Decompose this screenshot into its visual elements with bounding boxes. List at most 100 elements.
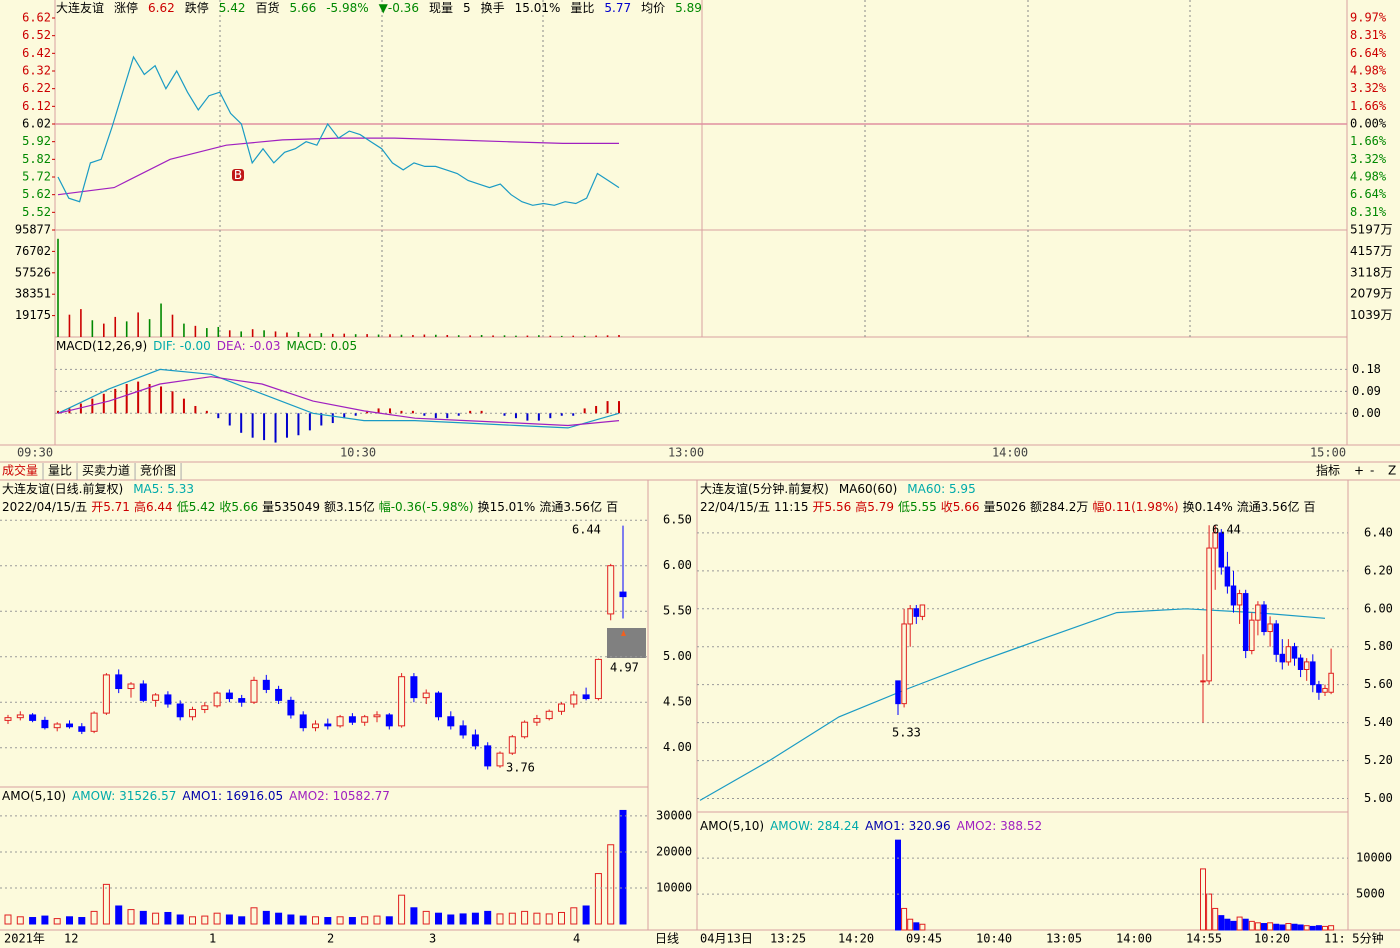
pct-tick-label: 4.98% <box>1350 64 1387 78</box>
volume-bar <box>422 910 430 925</box>
time-label: 10:30 <box>340 446 376 460</box>
tool[interactable]: - <box>1370 464 1374 478</box>
tab[interactable]: 成交量 <box>2 463 38 478</box>
header-item: 均价 <box>641 1 665 15</box>
x-label: 12 <box>64 932 78 946</box>
candle-body <box>250 679 258 703</box>
volume-bar <box>521 910 529 925</box>
header-item: 开5.71 <box>91 500 130 514</box>
header-item: 开5.56 <box>813 500 852 514</box>
candle-body <box>1316 684 1322 693</box>
candle-body <box>1322 687 1328 693</box>
candle-body <box>895 680 901 705</box>
header-item: 5.66 <box>290 1 317 15</box>
candle-body <box>312 723 319 729</box>
volume-bar <box>250 907 258 925</box>
volume-bar <box>907 918 914 931</box>
volume-bar <box>572 335 575 337</box>
period[interactable]: 日线 <box>655 932 679 946</box>
x-label: 14:55 <box>1186 932 1222 946</box>
price-tick-label: 6.32 <box>22 64 51 78</box>
candle-body <box>582 694 590 700</box>
volume-bar <box>228 330 231 337</box>
header-item: 量比 <box>570 1 594 15</box>
candle-body <box>385 714 393 727</box>
price-tick-label: 6.12 <box>22 99 51 113</box>
pct-tick-label: 6.64% <box>1350 46 1387 60</box>
volume-bar <box>148 319 151 337</box>
candle-body <box>115 674 123 690</box>
candle-body <box>919 604 926 617</box>
candle-body <box>619 591 627 598</box>
volume-bar <box>336 916 344 925</box>
volume-bar <box>78 917 86 925</box>
header-item: 换15.01% <box>478 500 536 514</box>
volume-bar <box>1206 893 1213 931</box>
candle-body <box>508 736 516 754</box>
volume-bar <box>91 320 94 337</box>
x-label: 14:20 <box>838 932 874 946</box>
header-line: MACD(12,26,9) DIF: -0.00 DEA: -0.03 MACD: 0… <box>56 339 357 353</box>
volume-bar <box>251 329 254 337</box>
header-line: 大连友谊 涨停 6.62 跌停 5.42 百货 5.66 -5.98% ▼-0.36 现量 5 换手 1… <box>56 0 702 15</box>
header-item: 22/04/15/五 <box>700 500 770 514</box>
tab[interactable]: 买卖力道 <box>82 464 130 478</box>
dea-line <box>57 376 620 427</box>
volume-bar <box>447 914 455 925</box>
header-item: AMO1: 320.96 <box>865 819 951 833</box>
volume-bar <box>114 316 117 337</box>
period[interactable]: 5分钟 <box>1352 931 1384 946</box>
volume-bar <box>68 314 71 337</box>
gap-box <box>607 628 646 658</box>
y-tick-label: 5.60 <box>1364 677 1393 691</box>
volume-bar <box>238 916 246 925</box>
volume-bar <box>400 334 403 337</box>
candle-body <box>1255 604 1261 621</box>
header-item: AMO2: 388.52 <box>957 819 1043 833</box>
price-tick-label: 5.82 <box>22 152 51 166</box>
volume-bar <box>423 334 426 337</box>
x-label: 3 <box>429 932 436 946</box>
candle-body <box>1291 646 1298 659</box>
candle-body <box>1230 585 1237 606</box>
volume-bar <box>435 912 442 925</box>
volume-bar <box>919 923 926 931</box>
pct-tick-label: 9.97% <box>1350 11 1387 25</box>
price-tick-label: 5.52 <box>22 205 51 219</box>
y-tick-label: 5.80 <box>1364 639 1393 653</box>
time-label: 09:30 <box>17 446 53 460</box>
candle-body <box>53 723 61 729</box>
x-label: 11: <box>1324 932 1346 946</box>
tool[interactable]: Z <box>1388 464 1396 478</box>
volume-bar <box>558 911 565 925</box>
candle-body <box>336 716 344 727</box>
header-item: MACD(12,26,9) <box>56 339 147 353</box>
candle-body <box>901 623 907 705</box>
volume-bar <box>164 911 172 925</box>
candle-body <box>275 688 283 701</box>
candle-body <box>913 608 920 617</box>
header-item: 6.62 <box>148 1 175 15</box>
header-item: 收5.66 <box>219 500 258 514</box>
candle-body <box>435 692 442 718</box>
header-item: 现量 <box>429 1 453 15</box>
volume-bar <box>484 910 492 925</box>
volume-bar <box>446 334 449 337</box>
header-item: 高5.79 <box>855 499 894 514</box>
header-item: 换手 <box>481 1 505 15</box>
price-tick-label: 5.72 <box>22 170 51 184</box>
volume-bar <box>1224 918 1231 931</box>
volume-bar <box>312 916 319 925</box>
header-item: 流通3.56亿 <box>539 499 602 514</box>
candle-body <box>1236 593 1243 606</box>
vol-unit-label: 1039万 <box>1350 308 1393 322</box>
candle-body <box>607 565 615 615</box>
header-item: AMOW: 31526.57 <box>72 789 176 803</box>
tab[interactable]: 量比 <box>48 464 72 478</box>
y-tick-label: 5.50 <box>663 604 692 618</box>
tab[interactable]: 竞价图 <box>140 464 176 478</box>
tool[interactable]: 指标 <box>1316 463 1340 478</box>
tool[interactable]: + <box>1354 464 1364 478</box>
candle-body <box>41 719 49 729</box>
macd-tick-label: 0.00 <box>1352 406 1381 420</box>
